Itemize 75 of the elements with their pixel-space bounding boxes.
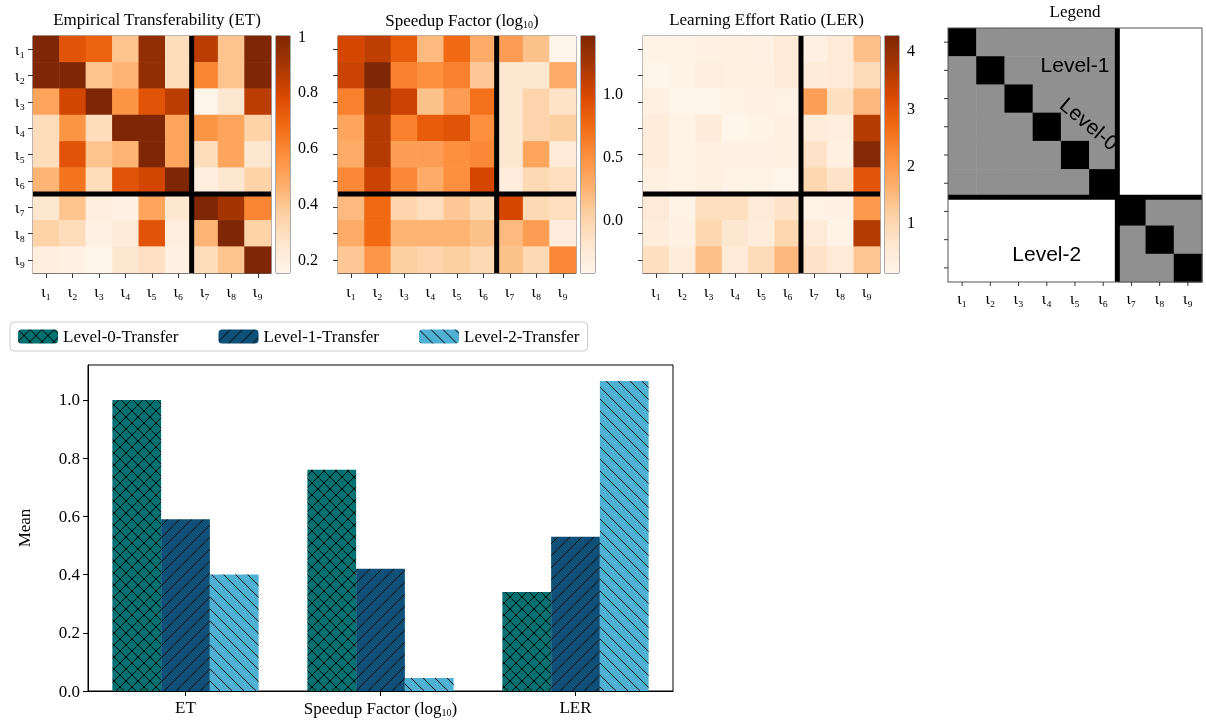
- color-bar-label: 1: [298, 27, 306, 45]
- x-tick-label: ι₉: [557, 282, 568, 300]
- bar: [356, 568, 405, 691]
- x-tick-label: ι₂: [372, 282, 383, 300]
- chart-title: Learning Effort Ratio (LER): [669, 10, 864, 29]
- y-tick-label: 1.0: [58, 390, 80, 410]
- color-bar-label: 0.4: [298, 194, 318, 212]
- x-tick-label: ι₇: [809, 282, 820, 300]
- legend-label: Level-1-Transfer: [263, 327, 380, 346]
- color-bar-label: 0.8: [298, 83, 318, 101]
- y-axis-title: Mean: [15, 508, 34, 548]
- x-tick-label: Speedup Factor (log10): [303, 698, 458, 718]
- bar: [551, 536, 600, 691]
- y-tick-label: 0.0: [58, 681, 80, 701]
- y-tick-label: ι₆: [15, 172, 25, 190]
- color-bar-label: 0.0: [603, 211, 623, 229]
- color-bar-label: 0.2: [298, 250, 318, 268]
- text: Legend: [1049, 2, 1101, 21]
- bar: [209, 574, 259, 691]
- color-bar-label: 1: [907, 214, 915, 232]
- y-tick-label: ι₁: [15, 40, 25, 58]
- y-tick-label: 0.8: [58, 448, 80, 468]
- color-bar-label: 4: [907, 42, 915, 60]
- y-tick-label: ι₅: [15, 146, 25, 163]
- x-tick-label: ι₉: [861, 282, 872, 300]
- bar: [404, 677, 454, 691]
- text: Level-1: [1040, 52, 1110, 76]
- bar: [307, 469, 357, 691]
- chart-title: Empirical Transferability (ET): [53, 10, 261, 29]
- x-tick-label: LER: [559, 698, 593, 717]
- x-tick-label: ι₅: [452, 282, 462, 300]
- x-tick-label: ι₃: [399, 282, 410, 300]
- x-tick-label: ET: [175, 698, 197, 717]
- y-tick-label: 0.2: [58, 623, 80, 643]
- bar: [502, 592, 552, 691]
- y-tick-label: ι₈: [15, 225, 25, 242]
- x-tick-label: ι₉: [252, 282, 263, 300]
- y-tick-label: ι₇: [15, 198, 25, 216]
- x-tick-label: ι₅: [756, 282, 767, 300]
- chart-title: Speedup Factor (log10): [385, 10, 539, 30]
- x-tick-label: ι₁: [346, 282, 357, 300]
- color-bar-label: 1.0: [603, 84, 623, 102]
- x-tick-label: ι₆: [478, 282, 489, 300]
- text: Level-2: [1012, 241, 1082, 265]
- y-tick-label: ι₄: [15, 119, 26, 137]
- color-bar-label: 2: [907, 156, 915, 174]
- x-tick-label: ι₈: [531, 282, 542, 300]
- x-tick-label: ι₅: [147, 282, 157, 300]
- x-tick-label: ι₇: [199, 282, 210, 300]
- x-tick-label: ι₈: [226, 282, 237, 300]
- y-tick-label: ι₉: [15, 251, 25, 269]
- x-tick-label: ι₄: [425, 282, 436, 300]
- y-tick-label: 0.4: [58, 565, 81, 585]
- y-tick-label: 0.6: [58, 506, 80, 526]
- y-tick-label: ι₃: [15, 93, 25, 111]
- x-tick-label: ι₁: [651, 282, 662, 300]
- x-tick-label: ι₆: [173, 282, 184, 300]
- color-bar-label: 0.6: [298, 139, 318, 157]
- y-tick-label: ι₂: [15, 67, 25, 84]
- x-tick-label: ι₆: [782, 282, 793, 300]
- x-tick-label: ι₈: [835, 282, 846, 300]
- legend-label: Level-0-Transfer: [63, 327, 179, 346]
- bar: [599, 381, 649, 691]
- x-tick-label: ι₇: [504, 282, 515, 300]
- bar: [112, 399, 162, 691]
- x-tick-label: ι₄: [120, 282, 131, 300]
- legend-label: Level-2-Transfer: [463, 327, 580, 346]
- x-tick-label: ι₃: [94, 282, 105, 300]
- color-bar-label: 3: [907, 99, 915, 117]
- x-tick-label: ι₄: [730, 282, 741, 300]
- color-bar-label: 0.5: [603, 147, 623, 165]
- bar: [161, 519, 210, 691]
- x-tick-label: ι₂: [677, 282, 688, 300]
- x-tick-label: ι₁: [41, 282, 52, 300]
- x-tick-label: ι₃: [703, 282, 714, 300]
